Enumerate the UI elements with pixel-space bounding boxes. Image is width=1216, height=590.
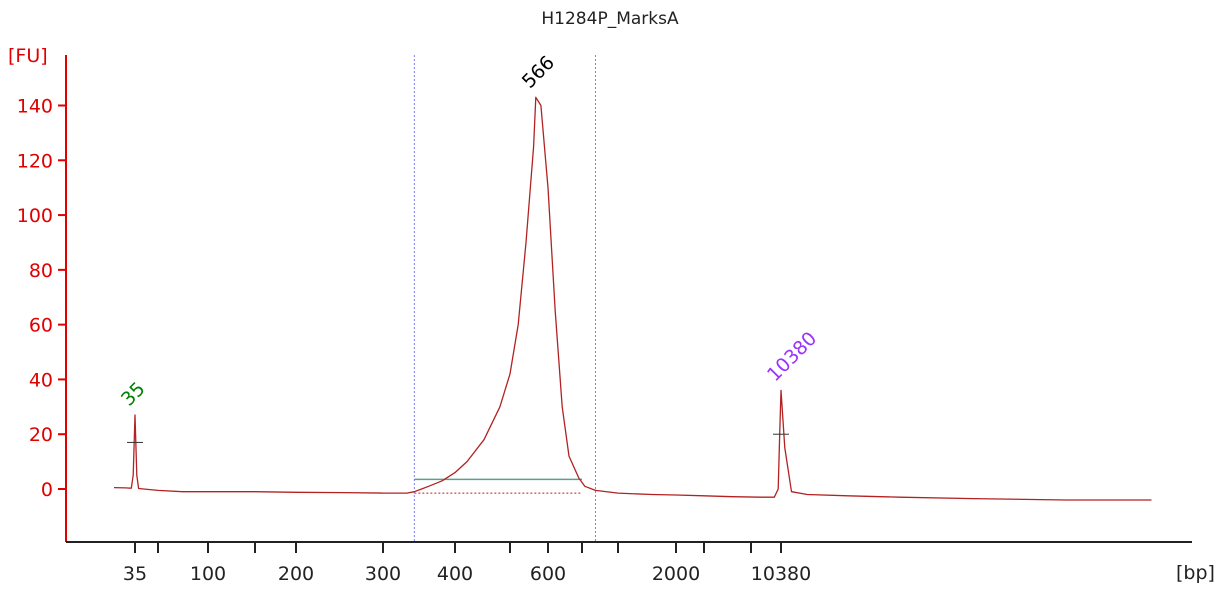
y-tick-label: 20 xyxy=(29,424,53,446)
y-tick-label: 100 xyxy=(17,205,53,227)
y-tick-label: 140 xyxy=(17,96,53,118)
x-tick-label: 300 xyxy=(365,563,401,585)
x-tick-label: 2000 xyxy=(652,563,700,585)
integration-baseline xyxy=(414,478,582,494)
x-tick-label: 35 xyxy=(123,563,147,585)
y-tick-label: 0 xyxy=(41,479,53,501)
peak-label: 566 xyxy=(518,52,559,93)
x-tick-label: 200 xyxy=(278,563,314,585)
x-axis: 35 100 200 300 400 600 2000 10380 xyxy=(66,541,1192,585)
x-tick-label: 600 xyxy=(530,563,566,585)
analysis-region xyxy=(413,55,596,542)
y-tick-label: 120 xyxy=(17,150,53,172)
peak-label: 10380 xyxy=(763,328,821,386)
x-axis-unit: [bp] xyxy=(1176,562,1215,584)
chart-title: H1284P_MarksA xyxy=(541,9,679,29)
y-tick-label: 40 xyxy=(29,369,53,391)
trace-line xyxy=(113,96,1152,501)
y-axis-unit: [FU] xyxy=(8,45,48,67)
y-tick-label: 80 xyxy=(29,260,53,282)
peak-labels: 35 566 10380 xyxy=(117,52,821,443)
x-tick-label: 400 xyxy=(437,563,473,585)
peak-label: 35 xyxy=(117,378,150,411)
y-axis: 0 20 40 60 80 100 120 140 xyxy=(17,55,67,542)
x-tick-label: 100 xyxy=(190,563,226,585)
y-tick-label: 60 xyxy=(29,315,53,337)
trace-group xyxy=(113,96,1152,501)
x-tick-label: 10380 xyxy=(751,563,811,585)
